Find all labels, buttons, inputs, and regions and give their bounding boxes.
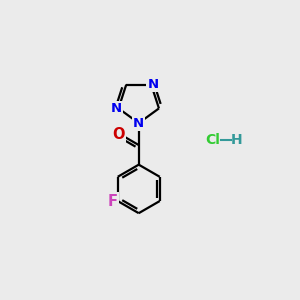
Text: N: N: [111, 102, 122, 115]
Text: N: N: [133, 117, 144, 130]
Text: Cl: Cl: [205, 133, 220, 147]
Text: H: H: [231, 133, 243, 147]
Text: F: F: [108, 194, 118, 208]
Text: N: N: [148, 78, 159, 91]
Text: O: O: [113, 127, 125, 142]
